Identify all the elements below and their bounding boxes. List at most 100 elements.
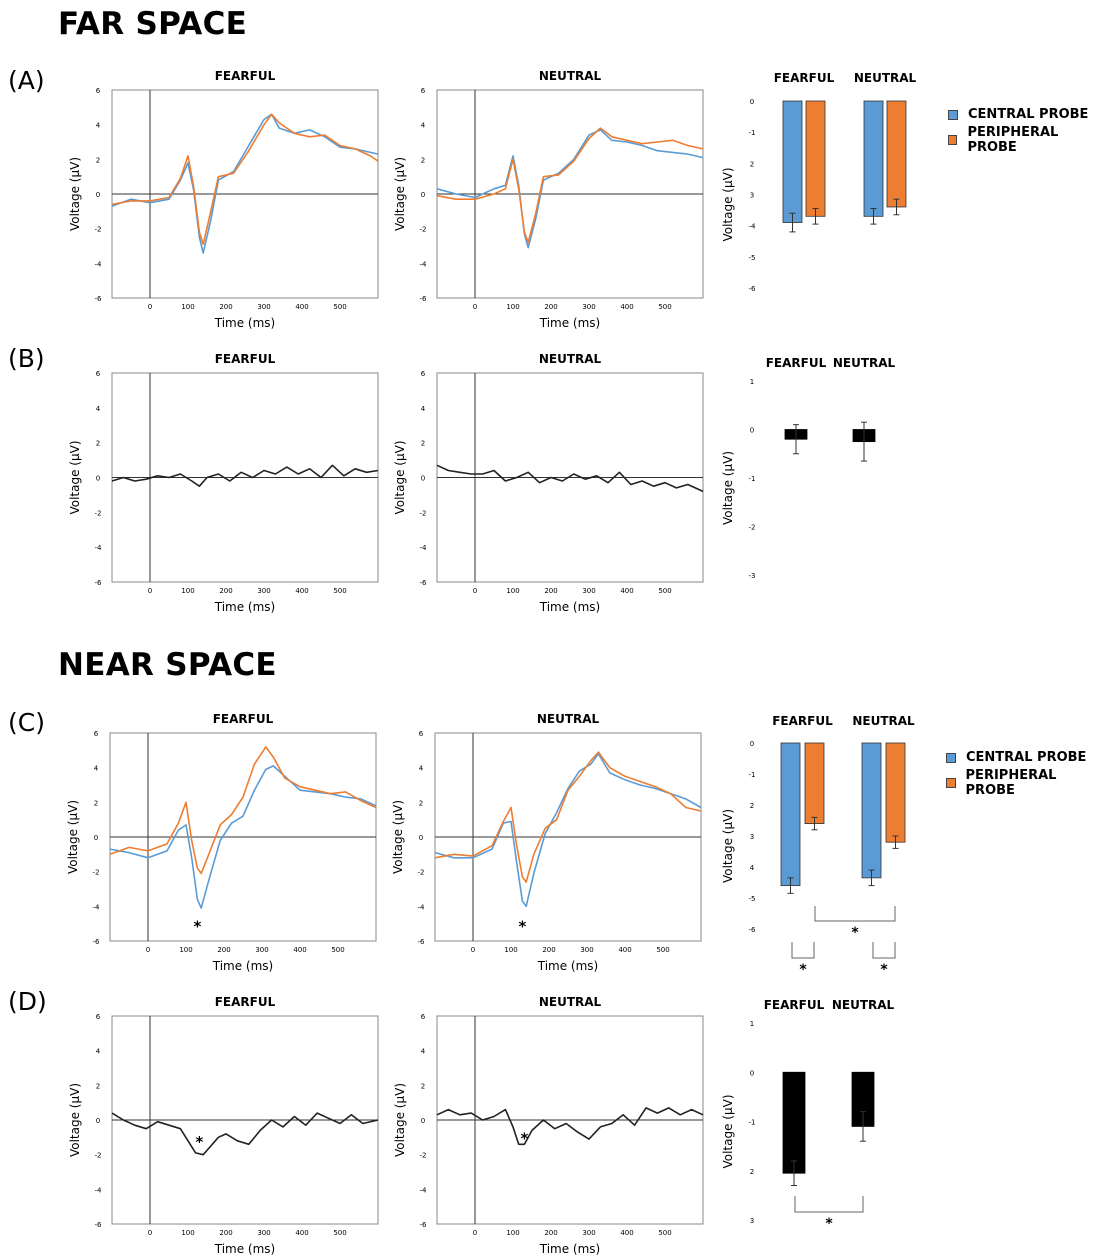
x-tick-label: 300 [582,1229,595,1237]
bar [863,100,884,217]
y-tick-label: -4 [95,260,103,268]
chart-title: FEARFUL [213,712,274,726]
y-tick-label: 4 [750,864,755,872]
y-tick-label: 1 [750,1020,754,1028]
x-tick-label: 400 [293,946,306,954]
x-tick-label: 400 [295,1229,308,1237]
bar [861,742,882,879]
x-tick-label: 200 [544,587,557,595]
significance-marker: * [518,918,526,936]
y-tick-label: -2 [95,226,102,234]
legend-swatch-central [948,109,958,120]
x-tick-label: 300 [257,303,270,311]
y-tick-label: -1 [749,771,756,779]
y-tick-label: 6 [421,1013,426,1021]
category-label: NEUTRAL [852,714,915,728]
chart-title: NEUTRAL [537,712,600,726]
y-tick-label: -6 [420,295,428,303]
y-tick-label: 6 [421,370,426,378]
y-axis-label: Voltage (µV) [391,800,405,874]
y-tick-label: -4 [420,544,428,552]
x-axis-label: Time (ms) [212,959,274,973]
y-tick-label: 4 [96,405,101,413]
x-tick-label: 200 [219,303,232,311]
chart-C-neutral: 6 4 2 0 -2 -4 -6 0 100 200 300 400 500 NEUTRAL Time (m… [391,712,702,973]
y-tick-label: 0 [421,1117,425,1125]
y-tick-label: -6 [420,579,428,587]
bar [782,100,803,223]
x-tick-label: 0 [146,946,150,954]
y-tick-label: -2 [93,869,100,877]
y-tick-label: -4 [749,223,757,231]
far-space-heading: FAR SPACE [58,6,248,42]
x-tick-label: 100 [179,946,192,954]
x-tick-label: 300 [582,587,595,595]
y-tick-label: 2 [750,160,754,168]
y-tick-label: -4 [95,544,103,552]
category-label: FEARFUL [764,998,825,1012]
panel-label-d: (D) [8,987,47,1016]
y-tick-label: -6 [418,938,426,946]
y-tick-label: -4 [418,903,426,911]
y-tick-label: 3 [750,833,754,841]
x-tick-label: 500 [658,587,671,595]
y-tick-label: -2 [418,869,425,877]
series-line [111,464,379,487]
x-tick-label: 500 [333,303,346,311]
panel-label-a: (A) [8,66,45,95]
y-tick-label: -1 [749,475,756,483]
x-tick-label: 500 [333,1229,346,1237]
x-tick-label: 400 [620,303,633,311]
y-axis-label: Voltage (µV) [68,157,82,231]
chart-C-bars: 0 -1 2 3 4 -5 -6 Voltage (µV) FEARFUL NEUTRAL * * * [721,714,915,978]
y-tick-label: 4 [421,122,426,130]
x-tick-label: 100 [181,303,194,311]
x-axis-label: Time (ms) [539,316,601,330]
legend-label-peripheral: PERIPHERAL PROBE [965,767,1057,798]
y-tick-label: 0 [750,427,754,435]
legend-near: CENTRAL PROBE PERIPHERAL PROBE [946,745,1102,798]
chart-title: NEUTRAL [539,352,602,366]
chart-title: FEARFUL [215,995,276,1009]
x-tick-label: 200 [544,1229,557,1237]
chart-B-bars: 1 0 -1 -2 -3 Voltage (µV) FEARFUL NEUTRAL [721,356,896,580]
x-axis-label: Time (ms) [539,1242,601,1256]
chart-D-neutral: 6 4 2 0 -2 -4 -6 0 100 200 300 400 500 NEUTRAL Time (m… [393,995,704,1256]
y-axis-label: Voltage (µV) [721,809,735,883]
y-tick-label: -4 [93,903,101,911]
y-tick-label: 0 [421,475,425,483]
x-tick-label: 100 [504,946,517,954]
y-tick-label: 2 [94,799,98,807]
y-axis-label: Voltage (µV) [66,800,80,874]
x-tick-label: 300 [582,303,595,311]
y-tick-label: 4 [421,1048,426,1056]
significance-bracket [814,906,896,922]
chart-title: FEARFUL [215,69,276,83]
legend-swatch-central [946,752,956,763]
y-tick-label: -5 [749,895,756,903]
y-axis-label: Voltage (µV) [393,157,407,231]
x-tick-label: 0 [471,946,475,954]
x-tick-label: 400 [295,303,308,311]
y-tick-label: -1 [749,129,756,137]
y-tick-label: 4 [94,765,99,773]
y-tick-label: 2 [96,440,100,448]
y-tick-label: 2 [421,156,425,164]
y-tick-label: 3 [750,1217,754,1225]
y-axis-label: Voltage (µV) [393,1083,407,1157]
series-line [111,113,379,246]
y-tick-label: -4 [420,1186,428,1194]
chart-B-neutral: 6 4 2 0 -2 -4 -6 0 100 200 300 400 500 NEUTRAL Time (m… [393,352,704,614]
y-tick-label: -2 [420,226,427,234]
significance-marker: * [880,962,888,978]
y-axis-label: Voltage (µV) [68,440,82,514]
y-tick-label: 6 [96,1013,101,1021]
y-tick-label: 6 [94,730,99,738]
series-line [109,746,377,875]
x-tick-label: 500 [333,587,346,595]
x-tick-label: 100 [181,1229,194,1237]
y-tick-label: 2 [750,802,754,810]
y-tick-label: -2 [420,1152,427,1160]
chart-title: NEUTRAL [539,69,602,83]
series-line [109,765,377,909]
